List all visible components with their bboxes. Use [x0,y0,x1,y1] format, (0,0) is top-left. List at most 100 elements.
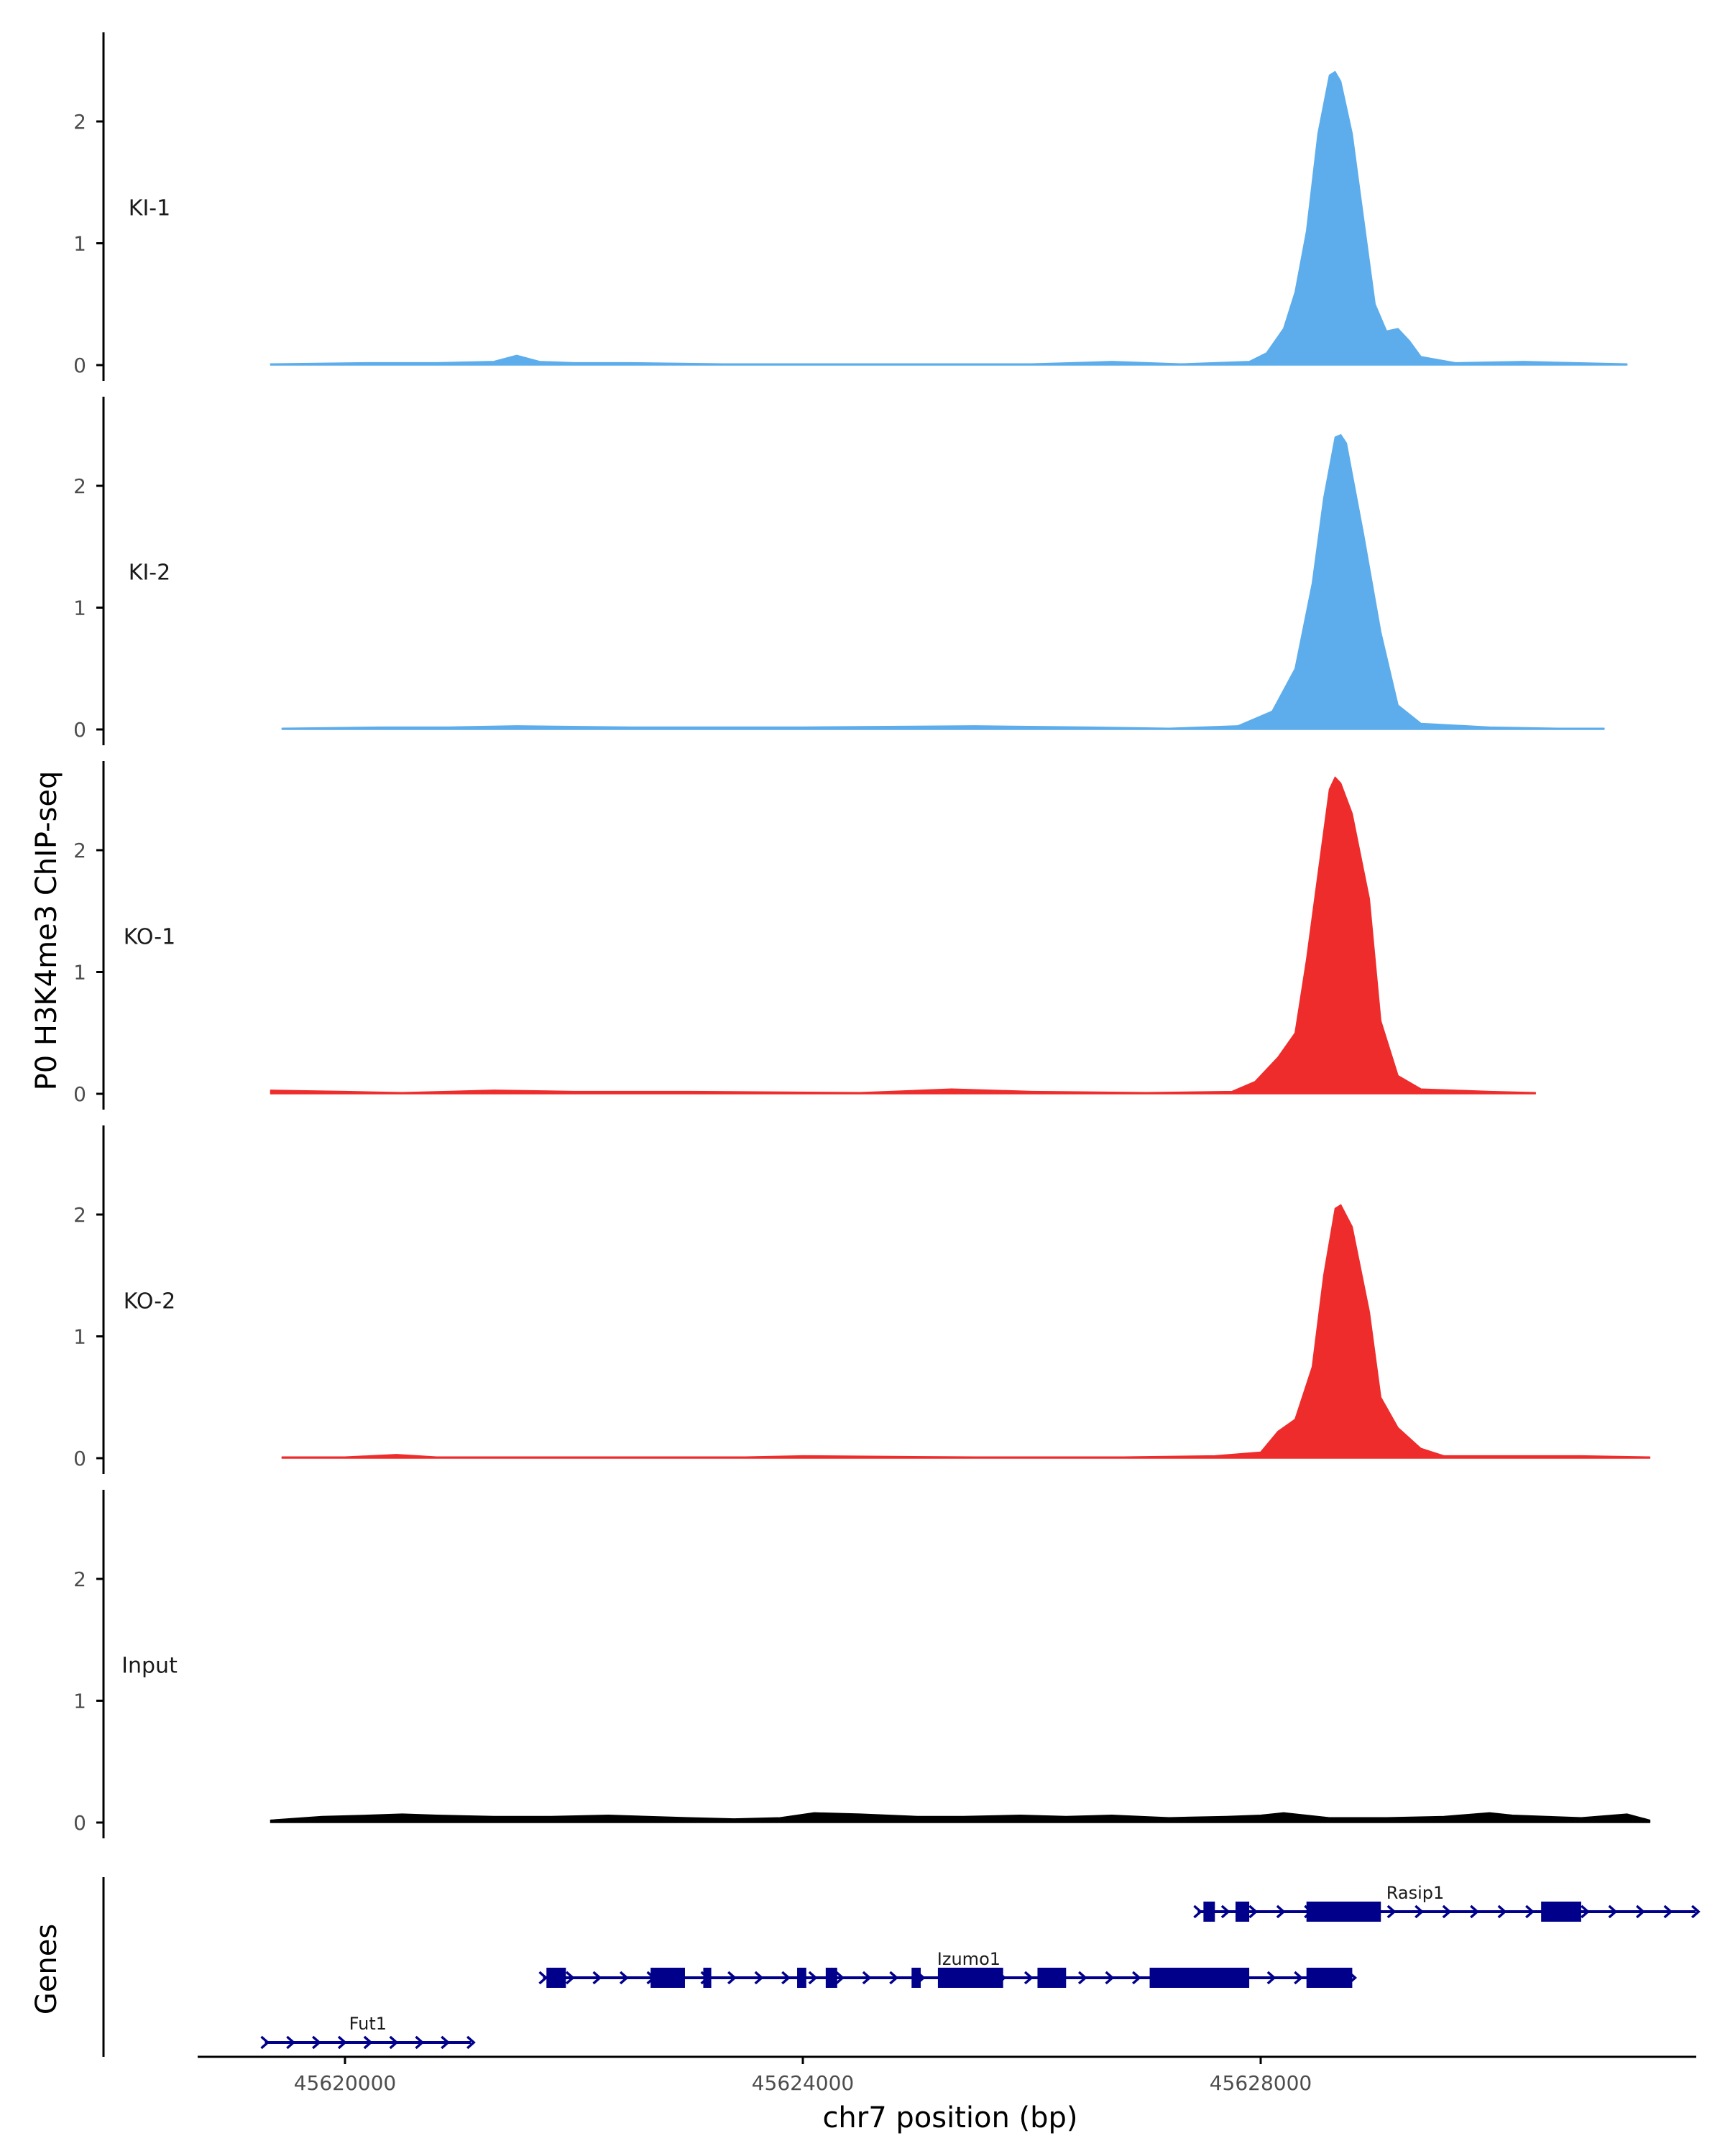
strand-arrow [1414,1904,1424,1919]
gene-label-fut1: Fut1 [349,2014,387,2034]
exon [1306,1902,1381,1922]
gene-izumo1: Izumo1 [538,1949,1358,1988]
strand-arrow [727,1971,737,1985]
strand-arrow [862,1971,872,1985]
strand-arrow [754,1971,764,1985]
y-tick-label: 2 [73,1567,86,1591]
strand-arrow [1077,1971,1087,1985]
track-ko-1: 0 1 2 KO-1 [73,761,1536,1110]
y-tick-label: 0 [73,1811,86,1835]
strand-arrow [889,1971,899,1985]
signal-area-ko-1 [270,776,1536,1095]
y-tick-label: 1 [73,596,86,620]
exon [1306,1968,1353,1988]
strand-arrow [1581,1904,1590,1919]
strand-arrow [312,2035,321,2050]
strand-arrow [592,1971,602,1985]
strand-arrow [1470,1904,1479,1919]
strand-arrow [619,1971,629,1985]
genes-track-label: Genes [30,1924,63,2014]
track-label-ki-1: KI-1 [129,196,170,221]
x-axis: 45620000 45624000 45628000 [198,2055,1696,2095]
strand-arrow [781,1971,791,1985]
y-tick-label: 2 [73,839,86,862]
y-tick-label: 1 [73,1690,86,1713]
strand-arrow [835,1971,845,1985]
y-tick-label: 2 [73,110,86,134]
strand-arrow [389,2035,399,2050]
exon [937,1968,1003,1988]
x-tick-label: 45628000 [1210,2071,1312,2095]
exon [650,1968,685,1988]
strand-arrow [466,2035,476,2050]
y-axis-title: P0 H3K4me3 ChIP-seq [30,771,63,1091]
strand-arrow [1636,1904,1645,1919]
signal-tracks: 0 1 2 KI-1 0 1 2 KI-2 0 1 2 KO-1 0 1 2 KO-2 0 1 2 Input [73,32,1651,1838]
y-tick-label: 1 [73,232,86,256]
gene-label-izumo1: Izumo1 [937,1949,1000,1969]
x-tick-label: 45620000 [294,2071,397,2095]
y-tick-label: 2 [73,1203,86,1227]
track-ki-2: 0 1 2 KI-2 [73,397,1605,745]
strand-arrow [1131,1971,1141,1985]
strand-arrow [1690,1904,1701,1919]
y-tick-label: 1 [73,961,86,985]
y-tick-label: 0 [73,1447,86,1470]
signal-area-ki-1 [270,70,1628,366]
track-label-input: Input [121,1654,178,1679]
strand-arrow [1663,1904,1673,1919]
signal-area-input [270,1812,1651,1823]
track-ki-1: 0 1 2 KI-1 [73,32,1628,381]
strand-arrow [363,2035,373,2050]
exon [797,1968,806,1988]
strand-arrow [1266,1971,1276,1985]
strand-arrow [1276,1904,1286,1919]
gene-rasip1: Rasip1 [1193,1883,1701,1922]
signal-area-ko-2 [281,1204,1651,1459]
strand-arrow [1024,1971,1034,1985]
track-label-ko-2: KO-2 [124,1289,175,1314]
exon [825,1968,837,1988]
strand-arrow [565,1971,575,1985]
exon [1203,1902,1215,1922]
track-ko-2: 0 1 2 KO-2 [73,1125,1651,1474]
strand-arrow [1220,1904,1230,1919]
strand-arrow [1497,1904,1507,1919]
exon [1235,1902,1250,1922]
strand-arrow [808,1971,818,1985]
exon [1541,1902,1581,1922]
strand-arrow [286,2035,295,2050]
gene-label-rasip1: Rasip1 [1386,1883,1445,1903]
exon [911,1968,921,1988]
strand-arrow [538,1971,548,1985]
exon [1037,1968,1067,1988]
y-tick-label: 2 [73,474,86,498]
strand-arrow [1608,1904,1618,1919]
exon [703,1968,712,1988]
strand-arrow [441,2035,450,2050]
x-axis-title: chr7 position (bp) [822,2101,1077,2134]
strand-arrow [1442,1904,1452,1919]
y-tick-label: 0 [73,354,86,377]
track-label-ko-1: KO-1 [124,925,175,950]
y-tick-label: 0 [73,718,86,742]
track-label-ki-2: KI-2 [129,561,170,586]
strand-arrow [1294,1971,1303,1985]
strand-arrow [1248,1904,1259,1919]
strand-arrow [415,2035,425,2050]
exon [546,1968,566,1988]
gene-fut1: Fut1 [260,2014,476,2050]
y-tick-label: 0 [73,1082,86,1106]
exon [1149,1968,1250,1988]
x-tick-label: 45624000 [752,2071,855,2095]
strand-arrow [1193,1904,1203,1919]
genes-panel: Rasip1 Izumo1 Fut1 [102,1877,1701,2057]
strand-arrow [1386,1904,1397,1919]
track-input: 0 1 2 Input [73,1490,1651,1838]
strand-arrow [260,2035,270,2050]
strand-arrow [1525,1904,1535,1919]
y-tick-label: 1 [73,1325,86,1349]
signal-area-ki-2 [281,434,1605,730]
strand-arrow [1105,1971,1115,1985]
